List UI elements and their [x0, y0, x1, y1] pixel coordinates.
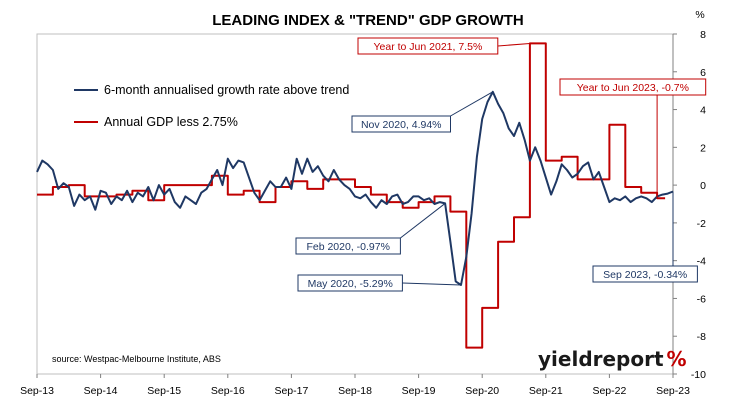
x-tick-label: Sep-21: [529, 385, 563, 397]
annotation-leader: [400, 203, 446, 239]
annotation-box: [357, 37, 499, 55]
annotation-label: Year to Jun 2021, 7.5%: [374, 41, 483, 53]
y-tick-label: 8: [700, 29, 706, 41]
annotation-box: [351, 115, 451, 133]
brand-logo: yieldreport%: [538, 347, 687, 371]
x-tick-label: Sep-20: [465, 385, 499, 397]
annotation-label: May 2020, -5.29%: [308, 278, 393, 290]
x-tick-label: Sep-22: [592, 385, 626, 397]
series-line-leading-index: [36, 90, 674, 286]
y-tick-label: 2: [700, 142, 706, 154]
y-tick-label: -4: [697, 256, 706, 268]
annotation-box: [559, 78, 707, 96]
y-tick-label: -10: [691, 369, 706, 381]
brand-logo-text: yieldreport: [538, 347, 664, 371]
legend-label-gdp: Annual GDP less 2.75%: [104, 115, 238, 129]
annotation-label: Feb 2020, -0.97%: [306, 241, 389, 253]
y-tick-label: -6: [697, 293, 706, 305]
y-tick-label: -2: [697, 218, 706, 230]
x-tick-label: Sep-15: [147, 385, 181, 397]
y-tick-label: -8: [697, 331, 706, 343]
x-tick-label: Sep-23: [656, 385, 690, 397]
series-line-gdp: [37, 42, 666, 349]
y-axis-unit-label: %: [695, 9, 704, 21]
y-tick-label: 6: [700, 67, 706, 79]
x-tick-label: Sep-16: [211, 385, 245, 397]
y-axis-ticks: 8 6 4 2 0 -2 -4 -6 -8 -10: [673, 29, 706, 381]
annotation-leader: [497, 42, 530, 47]
svg-text:yieldreport%: yieldreport%: [538, 347, 687, 371]
x-tick-label: Sep-14: [84, 385, 118, 397]
x-tick-label: Sep-18: [338, 385, 372, 397]
brand-logo-percent: %: [667, 347, 687, 371]
annotation-box: [297, 274, 403, 292]
legend-label-leading-index: 6-month annualised growth rate above tre…: [104, 83, 349, 97]
series-layer: [36, 42, 674, 349]
x-tick-label: Sep-19: [402, 385, 436, 397]
y-tick-label: 0: [700, 180, 706, 192]
x-tick-label: Sep-17: [274, 385, 308, 397]
annotation-label: Nov 2020, 4.94%: [361, 119, 442, 131]
y-tick-label: 4: [700, 105, 706, 117]
legend: 6-month annualised growth rate above tre…: [74, 83, 349, 129]
annotation-label: Sep 2023, -0.34%: [603, 269, 687, 281]
annotation-leader: [402, 282, 462, 286]
annotation-box: [592, 265, 698, 283]
source-note: source: Westpac-Melbourne Institute, ABS: [52, 354, 221, 364]
annotation-label: Year to Jun 2023, -0.7%: [577, 82, 689, 94]
x-axis-ticks: Sep-13 Sep-14 Sep-15 Sep-16 Sep-17 Sep-18 Sep-…: [20, 374, 690, 397]
chart-title: LEADING INDEX & "TREND" GDP GROWTH: [212, 12, 523, 29]
x-tick-label: Sep-13: [20, 385, 54, 397]
annotation-leader: [450, 91, 494, 117]
annotation-box: [295, 237, 401, 255]
annotations: Year to Jun 2021, 7.5% Year to Jun 2023, …: [295, 37, 707, 292]
